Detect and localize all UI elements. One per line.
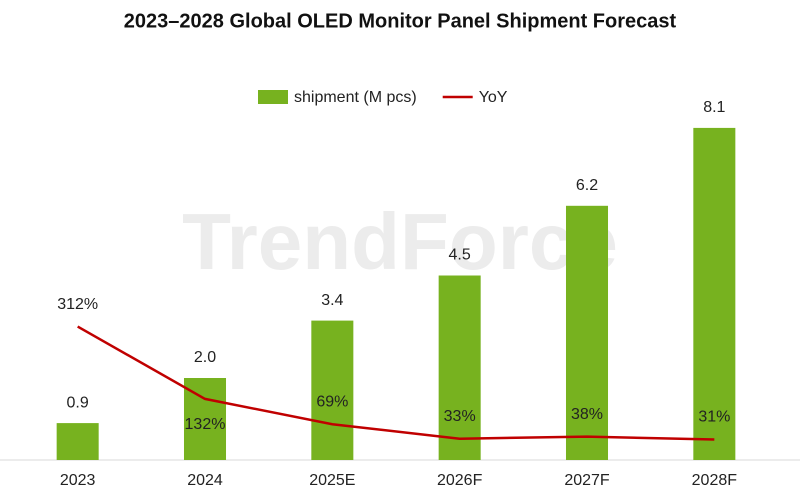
- data-label: 38%: [571, 406, 603, 423]
- chart-title: 2023–2028 Global OLED Monitor Panel Ship…: [124, 10, 677, 32]
- data-label: 3.4: [321, 292, 343, 309]
- x-tick-label: 2024: [187, 472, 223, 489]
- data-label: 6.2: [576, 177, 598, 194]
- x-tick-label: 2023: [60, 472, 96, 489]
- data-label: 132%: [185, 416, 226, 433]
- data-label: 33%: [444, 408, 476, 425]
- x-tick-label: 2028F: [692, 472, 738, 489]
- data-label: 69%: [316, 393, 348, 410]
- bar: [311, 320, 354, 460]
- data-label: 4.5: [449, 247, 471, 264]
- x-tick-label: 2026F: [437, 472, 483, 489]
- data-label: 31%: [698, 409, 730, 426]
- data-label: 2.0: [194, 349, 216, 366]
- legend-label: shipment (M pcs): [294, 89, 417, 106]
- x-tick-label: 2025E: [309, 472, 355, 489]
- bar: [565, 205, 609, 460]
- legend-swatch: [258, 90, 288, 104]
- watermark: TrendForce: [182, 197, 618, 286]
- bar: [693, 127, 736, 461]
- data-label: 8.1: [703, 99, 725, 116]
- x-tick-label: 2027F: [564, 472, 610, 489]
- data-label: 312%: [57, 296, 98, 313]
- legend-label: YoY: [479, 89, 508, 106]
- line: [77, 325, 715, 441]
- bar: [56, 423, 99, 460]
- bar: [438, 275, 481, 460]
- data-label: 0.9: [67, 394, 89, 411]
